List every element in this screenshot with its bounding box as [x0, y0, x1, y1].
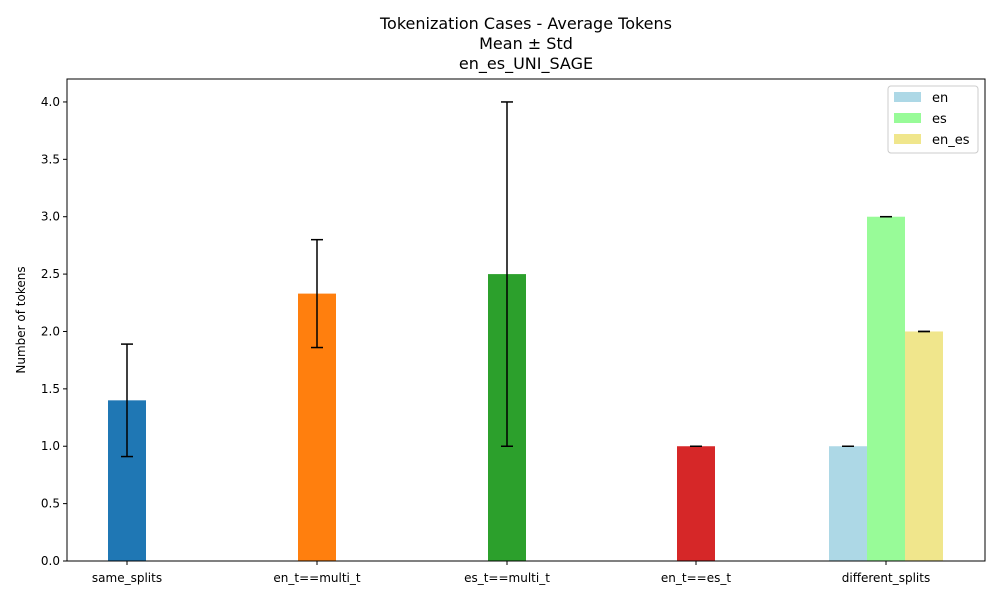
- legend-swatch-en_es: [894, 134, 921, 144]
- bar-en_t==es_t: [677, 446, 715, 561]
- legend-label-en_es: en_es: [932, 133, 970, 148]
- ytick-label: 2.5: [41, 267, 60, 281]
- chart-title: Tokenization Cases - Average TokensMean …: [379, 14, 672, 74]
- xtick-label: different_splits: [842, 571, 930, 585]
- title-line-1: Tokenization Cases - Average Tokens: [379, 14, 672, 33]
- title-line-2: Mean ± Std: [479, 34, 573, 53]
- ytick-label: 2.0: [41, 324, 60, 338]
- xtick-label: en_t==multi_t: [273, 571, 360, 585]
- xtick-label: same_splits: [92, 571, 162, 585]
- ytick-label: 3.5: [41, 152, 60, 166]
- y-axis-label: Number of tokens: [14, 266, 28, 373]
- bar-different_splits-es: [867, 216, 905, 561]
- title-line-3: en_es_UNI_SAGE: [459, 54, 593, 74]
- ytick-label: 1.5: [41, 382, 60, 396]
- plot-frame: [66, 78, 986, 562]
- legend-label-es: es: [932, 112, 947, 127]
- ytick-label: 4.0: [41, 95, 60, 109]
- ytick-label: 0.0: [41, 554, 60, 568]
- bar-different_splits-en_es: [905, 331, 943, 561]
- legend-swatch-en: [894, 92, 921, 102]
- plot-area: 0.0 0.5 1.0 1.5 2.0 2.5 3.0 3.5 4.0 same_splits en…: [14, 78, 986, 585]
- legend-label-en: en: [932, 91, 948, 106]
- bar-different_splits-en: [829, 446, 867, 561]
- xtick-label: en_t==es_t: [661, 571, 731, 585]
- xtick-label: es_t==multi_t: [464, 571, 550, 585]
- legend: en es en_es: [887, 85, 979, 154]
- ytick-label: 3.0: [41, 210, 60, 224]
- ytick-label: 0.5: [41, 497, 60, 511]
- ytick-label: 1.0: [41, 439, 60, 453]
- legend-swatch-es: [894, 113, 921, 123]
